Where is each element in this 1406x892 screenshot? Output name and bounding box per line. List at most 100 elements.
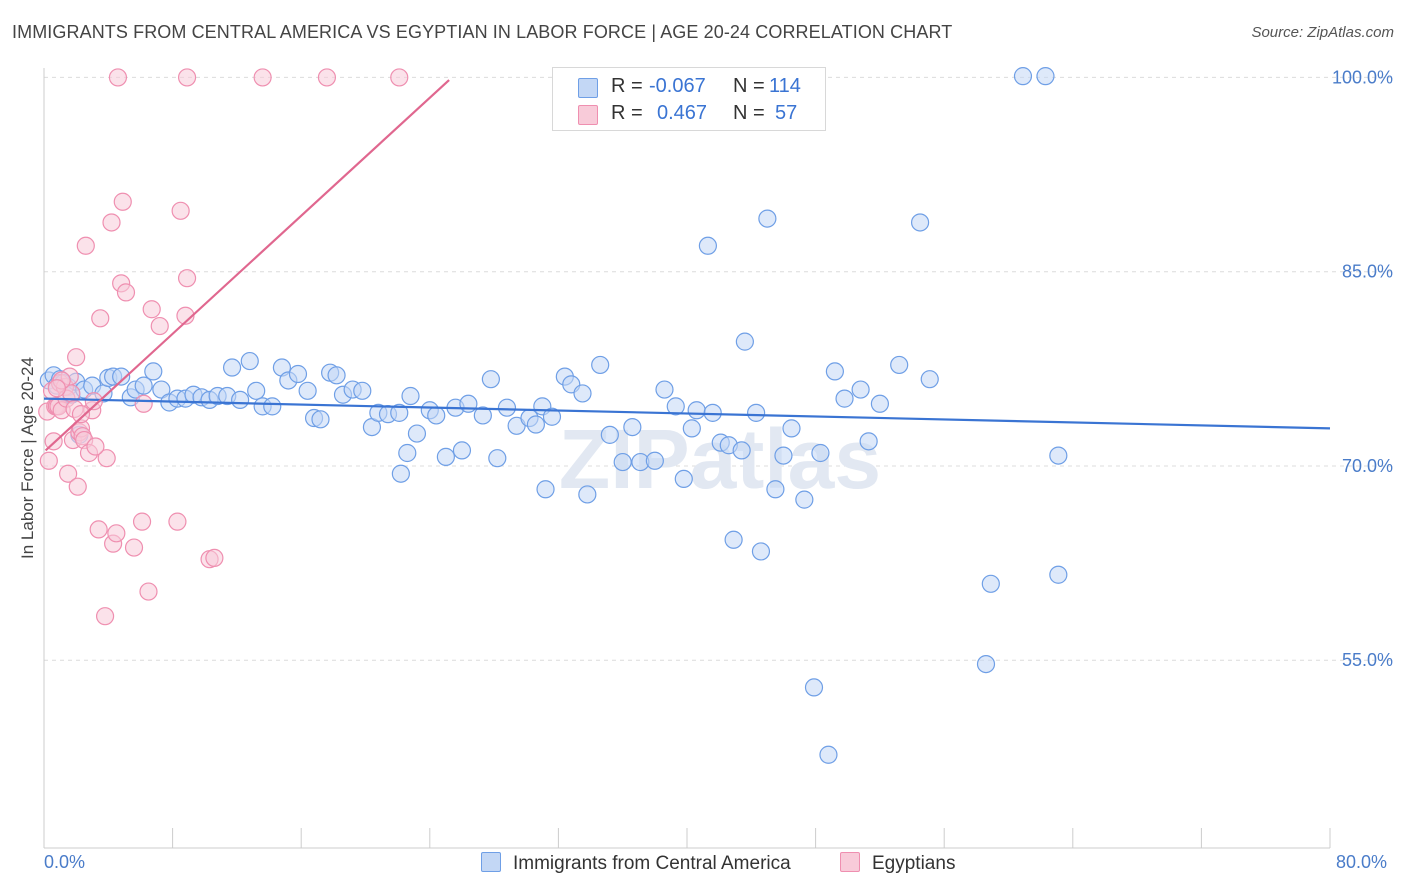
point-central-america [288, 364, 308, 384]
point-central-america [353, 381, 372, 400]
bottom-legend-central-america: Immigrants from Central America [481, 852, 791, 875]
point-egyptian [205, 548, 224, 568]
y-tick-label: 55.0% [1342, 650, 1393, 670]
point-central-america [682, 419, 701, 438]
legend-r-value: -0.067 [649, 75, 706, 97]
point-central-america [398, 443, 417, 463]
point-egyptian [91, 309, 110, 328]
point-central-america [698, 236, 717, 255]
x-max-label: 80.0% [1336, 852, 1388, 872]
trend-line-central-america [43, 397, 1331, 430]
point-central-america [134, 376, 153, 395]
legend-swatch-pink [578, 105, 598, 125]
point-central-america [526, 415, 545, 434]
point-central-america [870, 394, 890, 413]
point-egyptian [317, 68, 337, 87]
point-central-america [623, 417, 642, 437]
point-central-america [819, 745, 838, 764]
data-series [38, 67, 1068, 764]
point-central-america [724, 530, 743, 549]
point-central-america [481, 370, 500, 389]
point-central-america [452, 441, 472, 460]
point-central-america [811, 443, 830, 463]
point-egyptian [59, 464, 78, 483]
point-central-america [735, 332, 754, 351]
legend-n-label: N = [733, 102, 765, 124]
point-central-america [981, 574, 1000, 593]
point-central-america [263, 397, 282, 416]
point-central-america [473, 406, 492, 425]
bottom-legend-label: Immigrants from Central America [513, 853, 791, 874]
point-central-america [427, 406, 446, 425]
point-egyptian [134, 394, 153, 413]
point-central-america [1049, 446, 1068, 465]
point-central-america [497, 398, 517, 417]
point-central-america [536, 480, 555, 499]
point-central-america [774, 446, 793, 465]
point-egyptian [71, 405, 91, 424]
legend-row-central-america: R = -0.067 N = 114 [553, 74, 825, 100]
point-central-america [666, 397, 685, 416]
point-central-america [766, 480, 785, 499]
point-central-america [578, 485, 597, 504]
watermark: ZIPatlas [559, 412, 881, 506]
point-egyptian [177, 269, 197, 288]
point-egyptian [116, 283, 136, 302]
legend-r-value: 0.467 [657, 102, 708, 124]
point-central-america [851, 380, 870, 399]
point-central-america [655, 380, 674, 399]
point-central-america [1049, 565, 1068, 584]
point-egyptian [132, 512, 152, 531]
point-egyptian [139, 582, 158, 601]
chart-title: IMMIGRANTS FROM CENTRAL AMERICA VS EGYPT… [12, 22, 953, 42]
point-central-america [804, 678, 824, 697]
point-egyptian [84, 392, 103, 411]
point-central-america [890, 355, 909, 375]
point-central-america [401, 386, 420, 406]
point-central-america [1036, 67, 1055, 86]
point-central-america [600, 425, 619, 444]
point-central-america [782, 419, 801, 438]
point-central-america [920, 370, 939, 389]
legend-r-label: R = [611, 75, 643, 97]
point-central-america [231, 390, 250, 410]
legend-swatch-pink [840, 852, 860, 872]
point-central-america [859, 432, 878, 451]
point-central-america [751, 542, 771, 561]
legend-swatch-blue [578, 78, 598, 98]
point-egyptian [171, 201, 190, 220]
legend-row-egyptians: R = 0.467 N = 57 [553, 101, 825, 127]
bottom-legend-label: Egyptians [872, 853, 956, 874]
point-egyptian [168, 512, 187, 531]
y-tick-label: 100.0% [1332, 67, 1393, 87]
legend-r-label: R = [611, 102, 643, 124]
point-central-america [327, 366, 346, 385]
point-central-america [144, 362, 163, 381]
point-egyptian [68, 477, 87, 496]
point-egyptian [102, 213, 121, 232]
point-egyptian [76, 236, 95, 255]
point-central-america [240, 351, 259, 371]
y-tick-label: 85.0% [1342, 262, 1393, 282]
point-egyptian [150, 316, 169, 336]
point-central-america [222, 358, 242, 377]
legend-n-value: 57 [775, 102, 798, 124]
point-egyptian [39, 451, 58, 470]
legend-n-label: N = [733, 75, 765, 97]
point-central-america [732, 441, 751, 460]
point-central-america [758, 209, 777, 228]
source-label: Source: ZipAtlas.com [1251, 24, 1394, 41]
point-egyptian [113, 192, 132, 211]
point-egyptian [107, 524, 126, 543]
point-central-america [436, 447, 455, 466]
point-egyptian [176, 306, 195, 325]
point-egyptian [253, 68, 272, 87]
point-central-america [152, 380, 171, 399]
point-central-america [613, 452, 632, 472]
y-tick-label: 70.0% [1342, 456, 1393, 476]
point-egyptian [142, 300, 161, 319]
point-central-america [591, 355, 610, 375]
point-central-america [247, 381, 266, 400]
point-egyptian [95, 607, 115, 626]
